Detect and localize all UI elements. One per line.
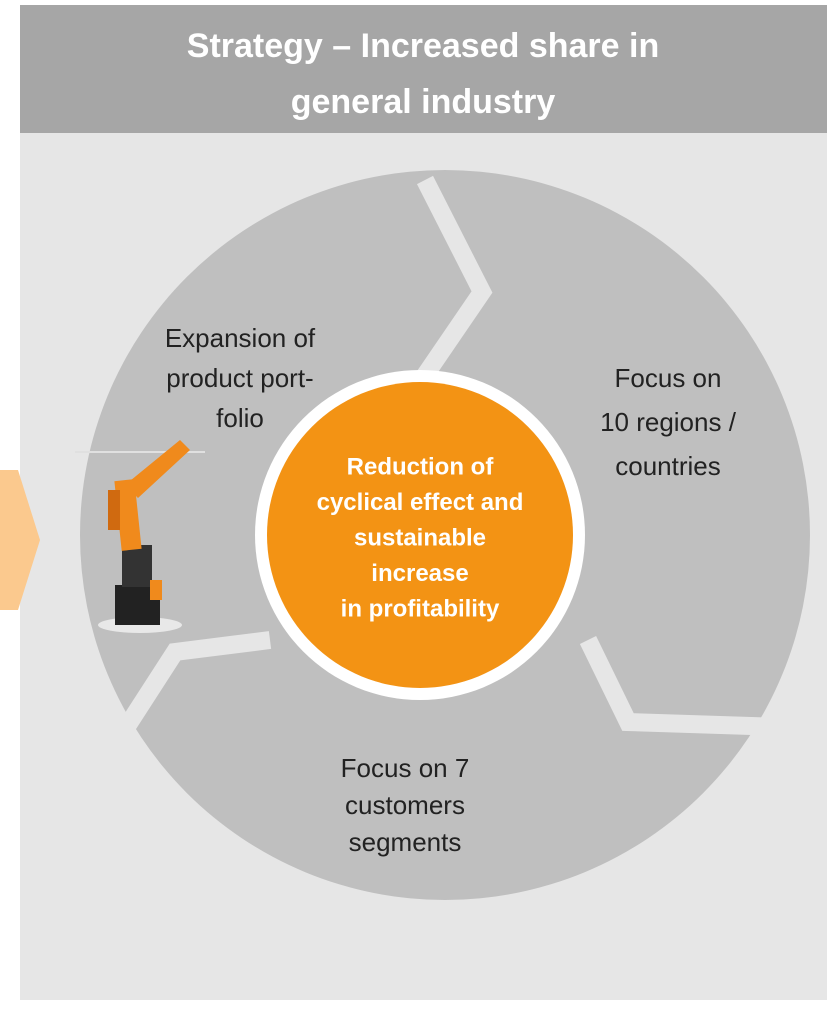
segment-label: customers	[345, 790, 465, 820]
center-label: Reduction of	[347, 453, 495, 480]
segment-label: Expansion of	[165, 323, 316, 353]
center-label: in profitability	[341, 595, 500, 622]
segment-label: segments	[349, 827, 462, 857]
segment-label: folio	[216, 403, 264, 433]
header-title: Strategy – Increased share in	[187, 27, 659, 65]
header-title: general industry	[291, 83, 556, 121]
segment-label: 10 regions /	[600, 407, 737, 437]
segment-label: Focus on	[615, 363, 722, 393]
page: Strategy – Increased share in general ind…	[0, 0, 827, 1023]
center-label: increase	[371, 560, 468, 587]
segment-label: Focus on 7	[341, 753, 470, 783]
diagram: Strategy – Increased share in general ind…	[0, 0, 827, 1023]
center-label: cyclical effect and	[317, 489, 524, 516]
segment-label: countries	[615, 451, 721, 481]
center-label: sustainable	[354, 524, 486, 551]
segment-label: product port-	[166, 363, 313, 393]
